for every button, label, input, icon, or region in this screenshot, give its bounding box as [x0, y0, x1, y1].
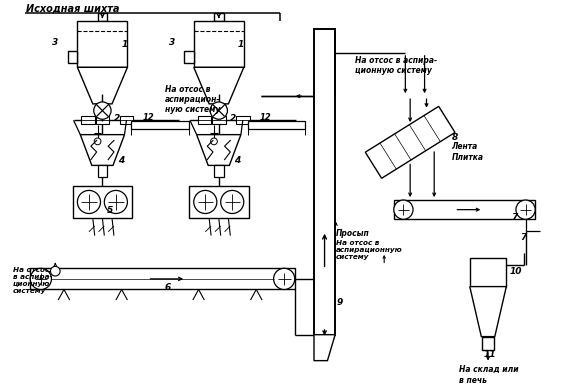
Polygon shape [194, 67, 243, 104]
Bar [96, 104, 108, 115]
Text: 1: 1 [122, 41, 128, 49]
Bar [236, 116, 249, 124]
Text: 2: 2 [114, 114, 120, 124]
Text: 3: 3 [168, 39, 175, 47]
Circle shape [93, 102, 111, 119]
Circle shape [220, 190, 243, 213]
Bar [482, 337, 494, 350]
Circle shape [94, 138, 101, 145]
Polygon shape [77, 67, 128, 104]
Bar [214, 12, 223, 21]
Text: На отсос в
аспирационную
систему: На отсос в аспирационную систему [336, 240, 403, 261]
Circle shape [104, 190, 128, 213]
Text: На отсос
в аспира-
ционную
систему: На отсос в аспира- ционную систему [13, 267, 53, 295]
Polygon shape [365, 107, 455, 178]
Text: 12: 12 [259, 113, 271, 122]
Text: 6: 6 [165, 283, 171, 292]
Bar [314, 29, 335, 335]
Circle shape [194, 190, 217, 213]
Text: Просып: Просып [336, 229, 370, 238]
Text: 9: 9 [337, 298, 343, 307]
Circle shape [516, 200, 535, 219]
Text: Лента
Плитка: Лента Плитка [452, 142, 484, 162]
Bar [248, 121, 305, 129]
Bar [197, 116, 211, 124]
Text: Исходная шихта: Исходная шихта [27, 4, 120, 14]
Text: 1: 1 [238, 41, 244, 49]
Text: 8: 8 [452, 133, 458, 142]
Polygon shape [197, 135, 241, 166]
Bar [184, 51, 194, 63]
Text: На склад или
в печь: На склад или в печь [459, 366, 519, 385]
Text: На отсос в аспира-
ционную систему: На отсос в аспира- ционную систему [355, 56, 437, 75]
Text: 3: 3 [53, 39, 59, 47]
Polygon shape [80, 135, 125, 166]
Circle shape [77, 190, 100, 213]
Bar [98, 12, 107, 21]
Bar [98, 166, 107, 177]
Text: 2: 2 [230, 114, 237, 124]
Text: 10: 10 [509, 267, 522, 276]
Bar [131, 121, 189, 129]
Circle shape [50, 266, 60, 276]
Circle shape [394, 200, 413, 219]
Text: 4: 4 [118, 156, 124, 165]
Text: 7: 7 [521, 233, 527, 242]
Bar [81, 116, 95, 124]
Bar [213, 104, 224, 115]
Bar [68, 51, 77, 63]
Bar [77, 21, 128, 67]
Text: 4: 4 [234, 156, 241, 165]
Circle shape [30, 268, 51, 290]
Bar [394, 200, 535, 219]
Text: 12: 12 [143, 113, 155, 122]
Circle shape [211, 138, 218, 145]
Bar [470, 258, 507, 286]
Text: 5: 5 [107, 206, 114, 215]
Circle shape [273, 268, 295, 290]
Bar [119, 116, 133, 124]
Bar [96, 116, 109, 124]
Bar [214, 166, 223, 177]
Text: На отсос в
аспирацион-
ную систему: На отсос в аспирацион- ную систему [165, 85, 220, 114]
Text: 7: 7 [511, 213, 518, 222]
Polygon shape [470, 286, 507, 337]
Text: 11: 11 [484, 350, 496, 359]
Bar [73, 186, 132, 218]
Bar [189, 186, 249, 218]
Bar [30, 268, 295, 290]
Polygon shape [314, 335, 335, 361]
Bar [212, 116, 226, 124]
Bar [194, 21, 243, 67]
Circle shape [210, 102, 227, 119]
